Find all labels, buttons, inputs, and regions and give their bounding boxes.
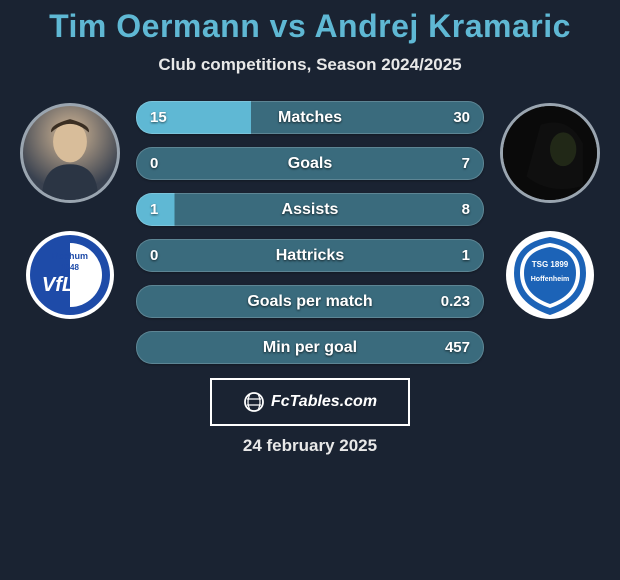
svg-text:Hoffenheim: Hoffenheim xyxy=(531,276,570,283)
stat-row: 15 Matches 30 xyxy=(136,101,484,134)
stat-left-value: 1 xyxy=(150,201,158,218)
svg-text:1848: 1848 xyxy=(61,263,79,272)
stat-row: Min per goal 457 xyxy=(136,331,484,364)
watermark-text: FcTables.com xyxy=(271,393,377,411)
stat-right-value: 0.23 xyxy=(441,293,470,310)
right-column: TSG 1899 Hoffenheim xyxy=(490,97,610,321)
player-left-avatar xyxy=(20,103,120,203)
stat-label: Assists xyxy=(282,201,339,219)
stat-right-value: 30 xyxy=(453,109,470,126)
left-column: Bochum 1848 VfL xyxy=(10,97,130,321)
bochum-badge-icon: Bochum 1848 VfL xyxy=(24,229,116,321)
stat-row: 0 Goals 7 xyxy=(136,147,484,180)
comparison-grid: Bochum 1848 VfL 15 Matches 30 0 Goals 7 1 Assis… xyxy=(10,97,610,364)
stat-row: 1 Assists 8 xyxy=(136,193,484,226)
svg-text:VfL: VfL xyxy=(42,274,74,296)
stat-left-value: 0 xyxy=(150,155,158,172)
club-right-badge: TSG 1899 Hoffenheim xyxy=(504,229,596,321)
stat-right-value: 1 xyxy=(462,247,470,264)
page-title: Tim Oermann vs Andrej Kramaric xyxy=(10,8,610,45)
stat-label: Hattricks xyxy=(276,247,344,265)
stats-column: 15 Matches 30 0 Goals 7 1 Assists 8 0 Hattricks 1 Go… xyxy=(136,97,484,364)
stat-left-value: 0 xyxy=(150,247,158,264)
player-left-portrait-icon xyxy=(23,103,117,203)
fctables-logo-icon xyxy=(243,391,265,413)
stat-label: Goals per match xyxy=(247,293,372,311)
hoffenheim-badge-icon: TSG 1899 Hoffenheim xyxy=(504,229,596,321)
stat-right-value: 8 xyxy=(462,201,470,218)
stat-label: Matches xyxy=(278,109,342,127)
watermark: FcTables.com xyxy=(210,378,410,426)
svg-text:Bochum: Bochum xyxy=(52,251,88,261)
date-line: 24 february 2025 xyxy=(10,436,610,456)
stat-label: Goals xyxy=(288,155,332,173)
stat-left-value: 15 xyxy=(150,109,167,126)
stat-right-value: 7 xyxy=(462,155,470,172)
stat-row: 0 Hattricks 1 xyxy=(136,239,484,272)
stat-label: Min per goal xyxy=(263,339,357,357)
player-right-portrait-icon xyxy=(503,103,597,203)
stat-row: Goals per match 0.23 xyxy=(136,285,484,318)
player-right-avatar xyxy=(500,103,600,203)
svg-text:TSG 1899: TSG 1899 xyxy=(532,260,569,269)
stat-right-value: 457 xyxy=(445,339,470,356)
subtitle: Club competitions, Season 2024/2025 xyxy=(10,55,610,75)
club-left-badge: Bochum 1848 VfL xyxy=(24,229,116,321)
